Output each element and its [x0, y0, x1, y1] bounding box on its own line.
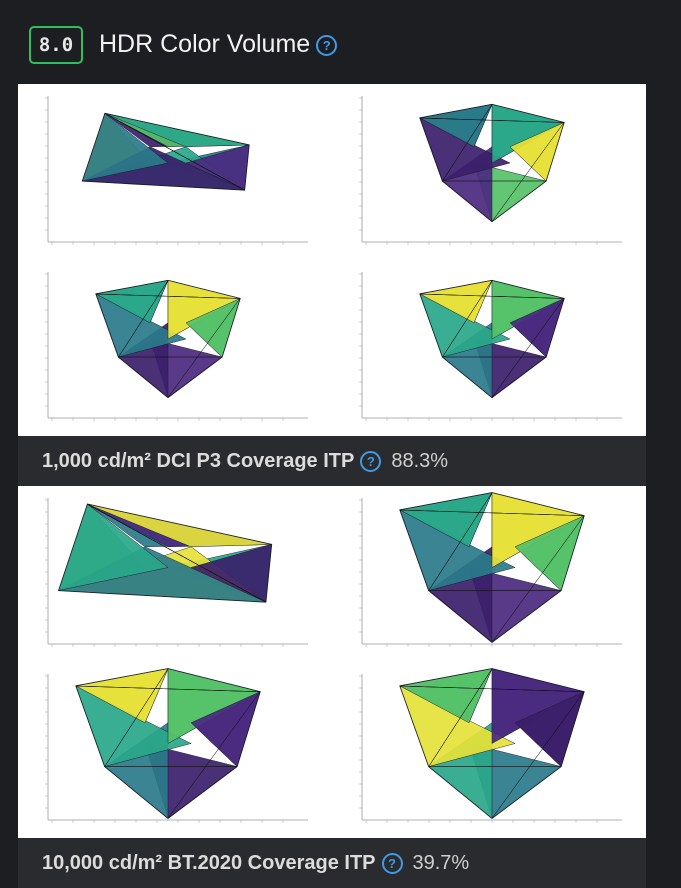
- result-panel: 1,000 cd/m² DCI P3 Coverage ITP? 88.3%: [18, 84, 646, 486]
- mesh-line: [419, 117, 565, 123]
- gamut-facet: [514, 515, 585, 591]
- score-badge: 8.0: [29, 26, 83, 64]
- color-volume-plot: [18, 486, 646, 838]
- gamut-facet: [87, 504, 272, 548]
- mesh-line: [419, 293, 565, 299]
- gamut-facet: [190, 691, 261, 767]
- mesh-line: [491, 122, 565, 222]
- mesh-line: [104, 113, 245, 191]
- mesh-line: [428, 492, 493, 591]
- gamut-facet: [509, 298, 565, 358]
- result-caption: 10,000 cd/m² BT.2020 Coverage ITP? 39.7%: [18, 838, 646, 888]
- mesh-line: [428, 668, 493, 767]
- result-label: 10,000 cd/m² BT.2020 Coverage ITP: [42, 851, 376, 874]
- mesh-line: [491, 298, 565, 398]
- mesh-line: [95, 293, 241, 299]
- gamut-facet: [82, 113, 169, 182]
- result-value: 39.7%: [412, 851, 470, 874]
- result-panel: 10,000 cd/m² BT.2020 Coverage ITP? 39.7%: [18, 486, 646, 888]
- mesh-line: [442, 104, 493, 182]
- gamut-facet: [514, 691, 585, 767]
- help-icon[interactable]: ?: [360, 450, 382, 472]
- result-value: 88.3%: [391, 449, 449, 472]
- gamut-facet: [185, 298, 241, 358]
- gamut-facet: [419, 280, 493, 324]
- gamut-facet: [399, 668, 493, 724]
- mesh-line: [104, 668, 169, 767]
- title-text: HDR Color Volume: [99, 30, 311, 58]
- gamut-facet: [75, 668, 169, 724]
- gamut-facet: [104, 113, 250, 148]
- mesh-line: [87, 504, 266, 603]
- help-icon[interactable]: ?: [316, 34, 338, 56]
- gamut-facet: [399, 492, 493, 548]
- mesh-line: [442, 280, 493, 358]
- result-caption: 1,000 cd/m² DCI P3 Coverage ITP? 88.3%: [18, 436, 646, 486]
- mesh-line: [75, 685, 261, 692]
- gamut-facet: [509, 122, 565, 182]
- gamut-facet: [419, 104, 493, 148]
- mesh-line: [491, 691, 585, 819]
- mesh-line: [399, 685, 585, 692]
- mesh-line: [399, 509, 585, 516]
- gamut-facet: [95, 280, 169, 324]
- help-icon[interactable]: ?: [381, 852, 403, 874]
- section-title: HDR Color Volume?: [99, 30, 338, 59]
- mesh-line: [491, 515, 585, 643]
- result-label: 1,000 cd/m² DCI P3 Coverage ITP: [42, 449, 355, 472]
- color-volume-plot: [18, 84, 646, 436]
- mesh-line: [167, 298, 241, 398]
- mesh-line: [118, 280, 169, 358]
- gamut-facet: [58, 503, 169, 591]
- mesh-line: [167, 691, 261, 819]
